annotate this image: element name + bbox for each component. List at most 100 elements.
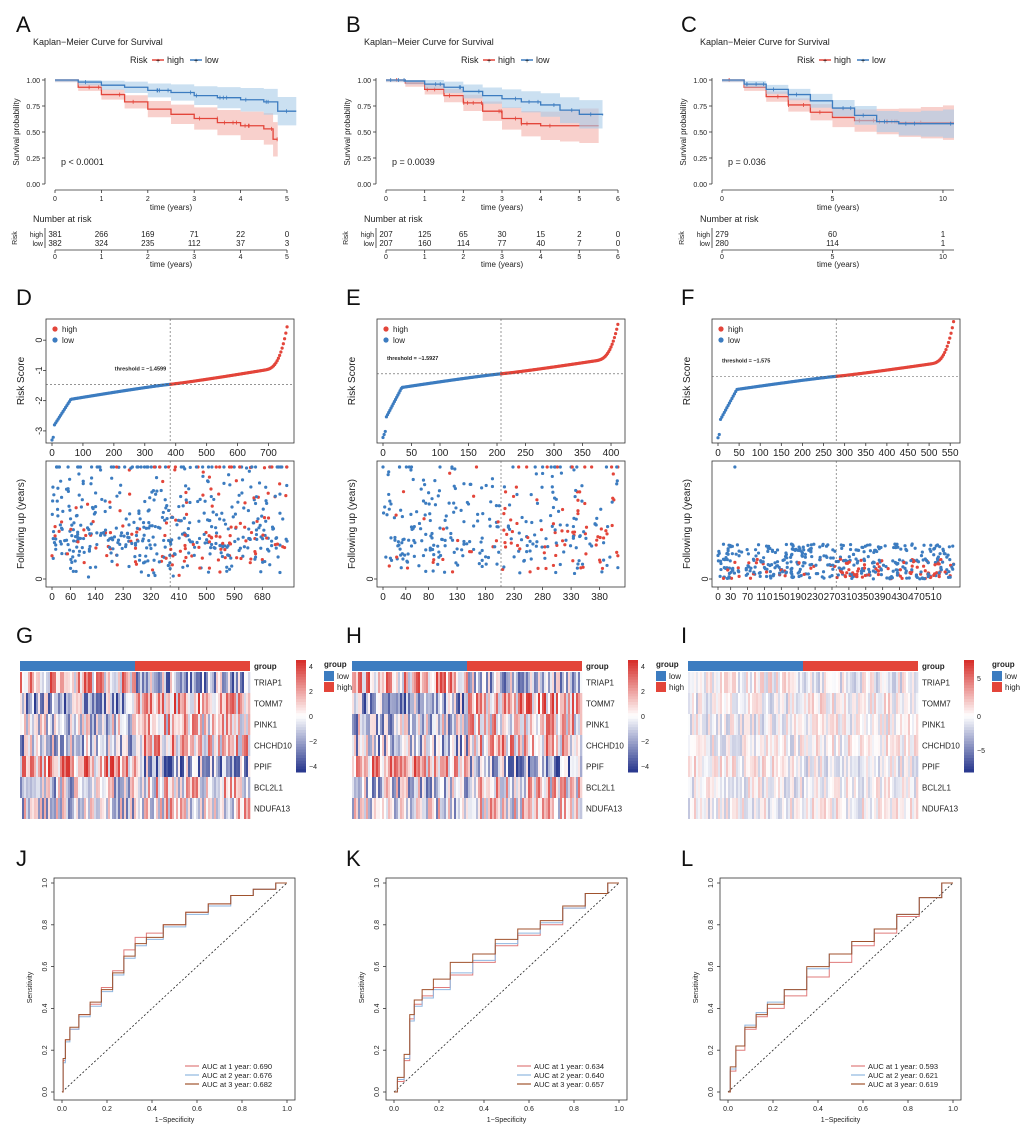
heat-cell — [822, 672, 825, 693]
followup-point — [789, 560, 793, 564]
heat-cell — [708, 777, 711, 798]
panel-label-D: D — [16, 285, 32, 310]
color-scale-step — [964, 662, 974, 667]
heat-cell — [838, 672, 841, 693]
heat-cell — [204, 714, 207, 735]
heat-cell — [476, 735, 479, 756]
followup-point — [809, 546, 813, 551]
heat-cell — [552, 735, 555, 756]
followup-point — [177, 504, 181, 509]
heat-cell — [776, 777, 779, 798]
heat-cell — [744, 735, 747, 756]
heat-cell — [806, 672, 809, 693]
heat-cell — [190, 735, 193, 756]
heat-cell — [574, 798, 577, 819]
color-scale-step — [296, 665, 306, 669]
heat-cell — [748, 672, 751, 693]
heat-cell — [738, 798, 741, 819]
heat-cell — [356, 714, 359, 735]
followup-point — [405, 560, 410, 564]
heat-cell — [764, 714, 767, 735]
heat-cell — [868, 756, 871, 777]
heat-cell — [108, 756, 111, 777]
followup-point — [552, 465, 557, 469]
heat-cell — [220, 693, 223, 714]
heat-cell — [416, 777, 419, 798]
followup-point — [188, 521, 192, 525]
panel-label-H: H — [346, 623, 362, 648]
heat-cell — [906, 714, 909, 735]
heat-cell — [88, 798, 91, 819]
heat-cell — [710, 756, 713, 777]
heat-cell — [198, 693, 201, 714]
heat-cell — [162, 693, 165, 714]
heat-cell — [54, 798, 57, 819]
panel-label-G: G — [16, 623, 33, 648]
heat-cell — [790, 735, 793, 756]
heat-cell — [772, 777, 775, 798]
heat-cell — [70, 777, 73, 798]
heat-cell — [546, 777, 549, 798]
followup-point — [250, 465, 254, 469]
color-scale-step — [628, 741, 638, 745]
heat-cell — [444, 777, 447, 798]
followup-point — [746, 552, 750, 556]
followup-point — [177, 573, 181, 577]
followup-point — [235, 556, 239, 560]
followup-point — [490, 477, 495, 481]
heat-cell — [62, 777, 65, 798]
heat-cell — [840, 672, 843, 693]
followup-point — [135, 526, 139, 530]
heat-cell — [74, 777, 77, 798]
heat-cell — [66, 777, 69, 798]
heat-cell — [462, 777, 465, 798]
heat-cell — [496, 798, 499, 819]
heat-cell — [780, 777, 783, 798]
heat-cell — [492, 798, 495, 819]
heat-cell — [748, 756, 751, 777]
heat-cell — [234, 756, 237, 777]
risk-x-tick-label: 1 — [423, 254, 427, 261]
heat-cell — [836, 777, 839, 798]
heat-cell — [360, 693, 363, 714]
followup-point — [921, 576, 925, 581]
followup-point — [836, 573, 840, 577]
color-scale-step — [296, 769, 306, 773]
followup-point — [484, 562, 488, 566]
heat-cell — [422, 714, 425, 735]
heat-cell — [726, 735, 729, 756]
followup-point — [503, 490, 508, 494]
heat-cell — [866, 777, 869, 798]
followup-point — [465, 500, 469, 505]
heat-cell — [102, 777, 105, 798]
heat-cell — [784, 672, 787, 693]
heat-cell — [88, 735, 91, 756]
heat-cell — [106, 798, 109, 819]
heat-cell — [544, 672, 547, 693]
followup-point — [847, 568, 851, 572]
heat-cell — [914, 714, 917, 735]
followup-point — [505, 532, 509, 536]
followup-point — [147, 539, 151, 543]
risk-point — [946, 340, 951, 345]
followup-point — [859, 558, 863, 562]
heat-cell — [504, 693, 507, 714]
heat-cell — [480, 714, 483, 735]
heat-cell — [464, 714, 467, 735]
followup-point — [71, 528, 75, 532]
heat-cell — [394, 798, 397, 819]
heat-cell — [536, 798, 539, 819]
heat-cell — [94, 672, 97, 693]
followup-point — [509, 541, 513, 545]
followup-point — [600, 570, 604, 574]
heat-cell — [360, 714, 363, 735]
followup-point — [94, 491, 98, 495]
heat-cell — [178, 693, 181, 714]
heat-cell — [880, 672, 883, 693]
heat-cell — [460, 798, 463, 819]
heat-cell — [392, 735, 395, 756]
heat-cell — [460, 735, 463, 756]
followup-point — [93, 510, 97, 515]
legend-plus-low: + — [194, 58, 198, 65]
heat-cell — [766, 798, 769, 819]
